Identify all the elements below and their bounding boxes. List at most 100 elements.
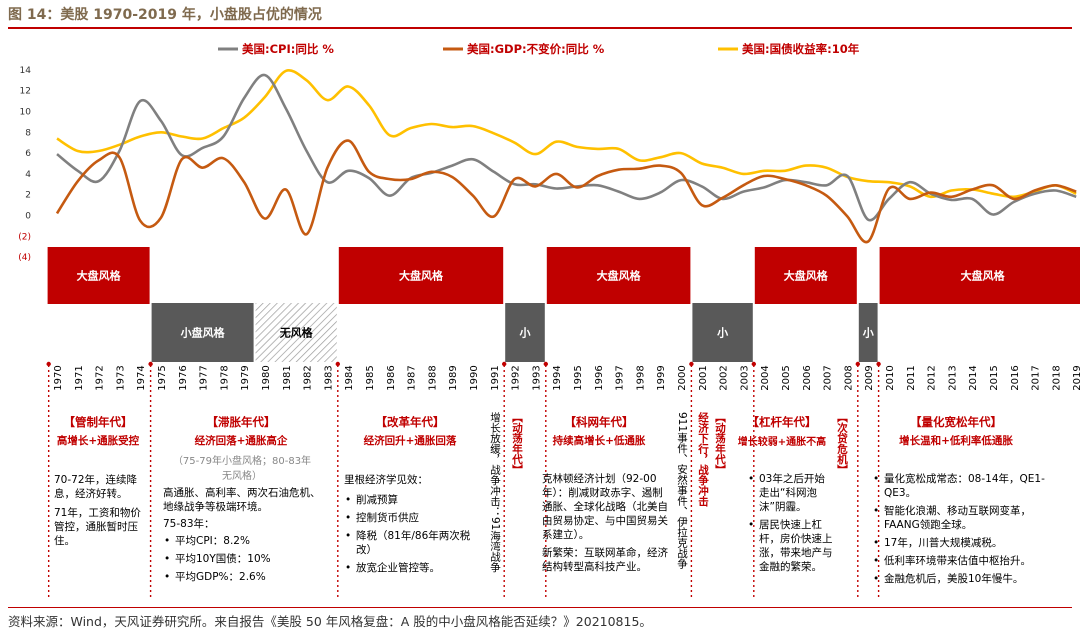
- year-label: 2004: [760, 365, 771, 390]
- y-tick-label: 10: [20, 108, 32, 118]
- list-item: 平均GDP%：2.6%: [164, 570, 328, 584]
- year-label: 2000: [677, 365, 688, 390]
- list-item: 17年，川普大规模减税。: [873, 536, 1058, 550]
- year-label: 2016: [1010, 365, 1021, 390]
- y-tick-label: 6: [25, 149, 31, 159]
- style-band-label: 大盘风格: [597, 269, 642, 283]
- year-label: 1977: [199, 365, 210, 390]
- era-reform-list: 削减预算 控制货币供应 降税（81年/86年两次税改） 放宽企业管控等。: [344, 493, 482, 575]
- year-label: 1995: [573, 365, 584, 390]
- year-label: 2006: [802, 365, 813, 390]
- era-divider-dot: [148, 361, 153, 367]
- list-item: 居民快速上杠杆，房价快速上涨，带来地产与金融的繁荣。: [748, 518, 833, 574]
- era-leverage-sub: 增长较弱+通胀不高: [737, 437, 827, 448]
- year-label: 1983: [323, 365, 334, 390]
- era-reform-sub: 经济回升+通胀回落: [363, 435, 457, 447]
- list-item: 降税（81年/86年两次税改）: [345, 529, 482, 557]
- era-leverage-body: 03年之后开始走出“科网泡沫”阴霾。 居民快速上杠杆，房价快速上涨，带来地产与金…: [747, 472, 833, 578]
- era-turbulence-1-title: 【动荡年代】: [511, 412, 523, 475]
- era-divider-dot: [502, 361, 507, 367]
- style-band-label: 小盘风格: [180, 326, 226, 340]
- year-label: 1973: [115, 365, 126, 390]
- era-dotcom-body: 克林顿经济计划（92-00年）：削减财政赤字、遏制通胀、全球化战略（北美自由贸易…: [542, 472, 668, 574]
- year-label: 1998: [635, 365, 646, 390]
- list-item: 低利率环境带来估值中枢抬升。: [873, 554, 1058, 568]
- year-label: 1970: [53, 365, 64, 390]
- list-item: 智能化浪潮、移动互联网变革，FAANG领跑全球。: [873, 504, 1058, 532]
- year-label: 1989: [448, 365, 459, 390]
- style-band-label: 小: [716, 326, 728, 340]
- year-label: 2005: [781, 365, 792, 390]
- year-label: 2014: [968, 365, 979, 390]
- era-stagflation-list: 平均CPI：8.2% 平均10Y国债：10% 平均GDP%：2.6%: [163, 534, 328, 584]
- style-band-label: 大盘风格: [784, 269, 829, 283]
- year-label: 2017: [1031, 365, 1042, 390]
- year-label: 2008: [843, 365, 854, 390]
- era-qe-body: 量化宽松成常态：08-14年，QE1-QE3。 智能化浪潮、移动互联网变革，FA…: [872, 472, 1058, 590]
- source-rule: [8, 607, 1072, 608]
- year-label: 1981: [282, 365, 293, 390]
- cpi-line: [56, 73, 1077, 222]
- year-label: 2011: [906, 365, 917, 390]
- era-regulation-title: 【管制年代】: [63, 415, 133, 429]
- year-label: 1974: [136, 365, 147, 390]
- era-reform-body: 里根经济学见效： 削减预算 控制货币供应 降税（81年/86年两次税改） 放宽企…: [344, 473, 482, 579]
- year-label: 2015: [989, 365, 1000, 390]
- era-stagflation-p1: 高通胀、高利率、两次石油危机、地缘战争等极端环境。: [163, 487, 321, 513]
- style-band-red: [338, 247, 504, 304]
- year-label: 1984: [344, 365, 355, 390]
- title-rule: [8, 27, 1072, 29]
- style-band-hatch: [255, 303, 337, 362]
- year-label: 1980: [261, 365, 272, 390]
- style-band-gray: [692, 303, 753, 362]
- source-note: 资料来源：Wind，天风证券研究所。来自报告《美股 50 年风格复盘：A 股的中…: [8, 614, 652, 629]
- y-tick-label: (2): [18, 232, 31, 242]
- style-band-red: [546, 247, 691, 304]
- era-qe-list: 量化宽松成常态：08-14年，QE1-QE3。 智能化浪潮、移动互联网变革，FA…: [872, 472, 1058, 586]
- style-band-gray: [858, 303, 878, 362]
- year-label: 2003: [739, 365, 750, 390]
- year-label: 2010: [885, 365, 896, 390]
- y-tick-label: 14: [20, 66, 32, 76]
- year-label: 1987: [407, 365, 418, 390]
- era-turbulence-2-title: 【动荡年代】: [714, 412, 726, 475]
- figure-title: 图 14：美股 1970-2019 年，小盘股占优的情况: [8, 7, 322, 23]
- year-label: 1982: [303, 365, 314, 390]
- y-tick-label: 12: [20, 87, 31, 97]
- era-dotcom-title: 【科网年代】: [564, 415, 634, 429]
- year-label: 1990: [469, 365, 480, 390]
- style-band-gray: [151, 303, 254, 362]
- y-tick-label: 4: [25, 170, 31, 180]
- style-band-label: 大盘风格: [961, 269, 1006, 283]
- legend-label: 美国:国债收益率:10年: [742, 42, 860, 56]
- year-label: 1999: [656, 365, 667, 390]
- year-label: 1996: [594, 365, 605, 390]
- year-label: 1997: [615, 365, 626, 390]
- era-turbulence-2-note: 911事件、安然事件、伊拉克战争: [676, 412, 688, 569]
- year-label: 2013: [947, 365, 958, 390]
- year-label: 2018: [1051, 365, 1062, 390]
- style-band-red: [47, 247, 150, 304]
- year-label: 1979: [240, 365, 251, 390]
- year-label: 2001: [698, 365, 709, 390]
- year-label: 1978: [219, 365, 230, 390]
- era-regulation-p2: 71年，工资和物价管控，通胀暂时压住。: [54, 507, 141, 547]
- legend-label: 美国:GDP:不变价:同比 %: [467, 42, 605, 56]
- list-item: 放宽企业管控等。: [345, 561, 482, 575]
- yield-line: [56, 69, 1077, 199]
- era-reform-title: 【改革年代】: [375, 415, 445, 429]
- era-dotcom-p1: 克林顿经济计划（92-00年）：削减财政赤字、遏制通胀、全球化战略（北美自由贸易…: [542, 473, 668, 541]
- list-item: 削减预算: [345, 493, 482, 507]
- era-dotcom-p2: 新繁荣：互联网革命，经济结构转型高科技产业。: [542, 547, 668, 573]
- style-band-label: 大盘风格: [77, 269, 122, 283]
- style-band-red: [754, 247, 857, 304]
- era-regulation-sub: 高增长+通胀受控: [56, 435, 140, 447]
- era-divider-dot: [543, 361, 548, 367]
- era-regulation-body: 70-72年，连续降息，经济好转。 71年，工资和物价管控，通胀暂时压住。: [54, 473, 146, 548]
- year-label: 1986: [386, 365, 397, 390]
- era-leverage-title: 【杠杆年代】: [747, 415, 817, 429]
- year-label: 2002: [719, 365, 730, 390]
- era-divider-dot: [855, 361, 860, 367]
- era-turbulence-1-note: 增长放缓，战争冲击：91海湾战争: [489, 412, 501, 573]
